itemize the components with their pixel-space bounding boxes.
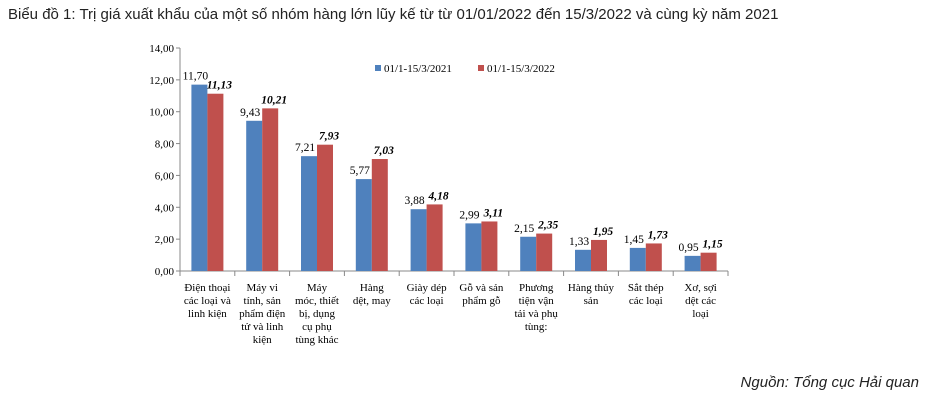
y-tick-label: 2,00 xyxy=(155,234,175,246)
category-label: Giày dép các loại xyxy=(407,282,448,307)
category-label-line: Máy xyxy=(307,282,328,294)
category-label-line: dệt, may xyxy=(353,295,391,307)
category-label-line: linh kiện xyxy=(188,308,227,320)
y-tick-label: 8,00 xyxy=(155,139,175,151)
data-label-2022: 4,18 xyxy=(428,190,449,202)
bar-2022 xyxy=(536,233,553,271)
bar-2021 xyxy=(629,247,646,271)
category-label-line: tùng khác xyxy=(295,334,338,346)
bar-2021 xyxy=(465,223,482,271)
category-label-line: loại xyxy=(692,308,709,320)
category-label-line: Máy vi xyxy=(246,282,277,294)
category-label-line: Phương xyxy=(519,282,554,294)
data-label-2022: 10,21 xyxy=(261,94,287,106)
category-label-line: các loại xyxy=(629,295,663,307)
chart-axes: 0,00 2,00 4,00 6,00 8,00 10,00 12,00 14,00 Điện … xyxy=(149,43,729,346)
source-note: Nguồn: Tổng cục Hải quan xyxy=(740,374,919,391)
data-label-2022: 7,03 xyxy=(374,145,394,157)
data-label-2021: 1,33 xyxy=(569,236,589,248)
category-label-line: Xơ, sợi xyxy=(684,282,716,294)
data-label-2021: 5,77 xyxy=(350,165,370,177)
bar-2022 xyxy=(426,204,443,271)
category-label-line: Giày dép xyxy=(407,282,448,294)
y-tick-label: 10,00 xyxy=(149,107,174,119)
data-label-2021: 7,21 xyxy=(295,142,315,154)
category-label-line: dệt các xyxy=(685,295,716,307)
category-label-line: phẩm gỗ xyxy=(462,295,501,307)
category-label-line: Điện thoại xyxy=(184,282,230,294)
data-label-2022: 1,73 xyxy=(648,229,668,241)
bar-2022 xyxy=(591,239,607,271)
category-label-line: kiện xyxy=(253,334,272,346)
bar-2021 xyxy=(355,179,372,271)
data-label-2021: 1,45 xyxy=(624,234,644,246)
bar-chart: 0,00 2,00 4,00 6,00 8,00 10,00 12,00 14,00 Điện … xyxy=(149,43,729,346)
data-label-2021: 2,99 xyxy=(459,209,479,221)
category-label: Hàng thủy sản xyxy=(568,282,615,307)
y-tick-label: 0,00 xyxy=(155,266,175,278)
bar-2022 xyxy=(645,243,662,271)
category-label: Điện thoại các loại và linh kiện xyxy=(184,282,231,320)
bar-2022 xyxy=(317,144,333,271)
data-label-2021: 3,88 xyxy=(405,195,425,207)
bar-2021 xyxy=(684,255,701,271)
category-label-line: Hàng thủy xyxy=(568,282,615,294)
category-label-line: tử và linh xyxy=(241,321,284,333)
category-label-line: bị, dụng xyxy=(299,308,336,320)
category-label-line: Sắt thép xyxy=(628,282,664,294)
category-label: Hàng dệt, may xyxy=(353,282,391,307)
data-label-2022: 7,93 xyxy=(319,131,339,143)
data-label-2022: 3,11 xyxy=(483,207,504,219)
y-tick-label: 6,00 xyxy=(155,170,175,182)
category-label: Máy vi tính, sản phẩm điện tử và linh kiện xyxy=(239,282,286,346)
category-label: Máy móc, thiết bị, dụng cụ phụ tùng khác xyxy=(295,282,339,346)
bar-2021 xyxy=(575,249,591,271)
bar-2021 xyxy=(520,236,537,271)
y-tick-label: 12,00 xyxy=(149,75,174,87)
category-label-line: cụ phụ xyxy=(302,321,332,333)
category-label-line: sản xyxy=(584,295,599,307)
category-label: Gỗ và sản phẩm gỗ xyxy=(459,282,503,307)
bar-2021 xyxy=(246,120,263,271)
chart-bars xyxy=(191,84,717,271)
bar-2022 xyxy=(207,93,224,271)
bar-2022 xyxy=(371,159,388,271)
legend-label: 01/1-15/3/2022 xyxy=(487,63,555,75)
data-label-2021: 9,43 xyxy=(240,107,260,119)
legend-label: 01/1-15/3/2021 xyxy=(384,63,452,75)
data-label-2021: 0,95 xyxy=(679,242,699,254)
data-label-2022: 1,15 xyxy=(703,239,723,251)
data-label-2022: 1,95 xyxy=(593,226,613,238)
bar-2022 xyxy=(700,252,717,271)
category-label-line: các loại xyxy=(410,295,444,307)
chart-legend: 01/1-15/3/2021 01/1-15/3/2022 xyxy=(375,63,555,75)
category-label-line: Hàng xyxy=(360,282,384,294)
category-label-line: tùng: xyxy=(525,321,548,333)
category-label-line: tính, sản xyxy=(244,295,282,307)
bar-2021 xyxy=(191,84,208,271)
category-label-line: Gỗ và sản xyxy=(459,282,503,294)
chart-title: Biểu đồ 1: Trị giá xuất khẩu của một số … xyxy=(8,6,779,23)
category-label-line: tải và phụ xyxy=(515,308,559,320)
category-label: Sắt thép các loại xyxy=(628,282,664,307)
category-label-line: tiện vận xyxy=(519,295,555,307)
legend-swatch xyxy=(375,65,381,71)
category-label-line: móc, thiết xyxy=(295,295,339,307)
legend-swatch xyxy=(478,65,484,71)
bar-2022 xyxy=(481,221,498,271)
category-label: Phương tiện vận tải và phụ tùng: xyxy=(515,282,559,333)
bar-2021 xyxy=(301,156,317,271)
y-tick-label: 4,00 xyxy=(155,202,175,214)
data-label-2021: 2,15 xyxy=(514,223,534,235)
y-tick-label: 14,00 xyxy=(149,43,174,55)
category-label-line: phẩm điện xyxy=(239,308,286,320)
category-label: Xơ, sợi dệt các loại xyxy=(684,282,716,320)
category-label-line: các loại và xyxy=(184,295,231,307)
data-label-2022: 2,35 xyxy=(537,220,558,232)
data-label-2021: 11,70 xyxy=(183,71,209,83)
bar-2021 xyxy=(410,209,427,271)
data-label-2022: 11,13 xyxy=(207,80,232,92)
bar-2022 xyxy=(262,108,279,271)
